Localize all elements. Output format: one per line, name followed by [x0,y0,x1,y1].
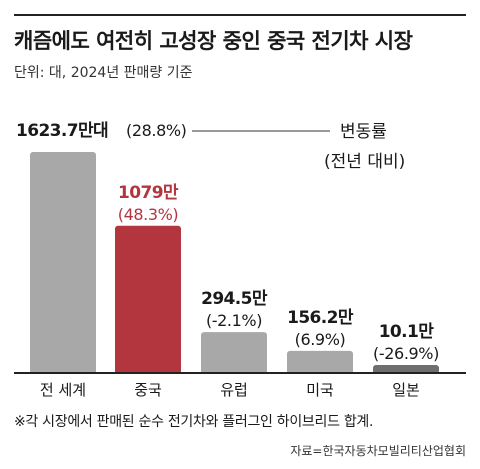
change-label-japan: (-26.9%) [373,344,439,363]
bar-china [115,225,181,374]
value-label-usa: 156.2만 [287,308,354,328]
change-label-world: (28.8%) [126,121,187,140]
top-rule [14,14,466,16]
bar-japan [373,365,439,374]
value-label-japan: 10.1만 [379,322,435,342]
category-label-europe: 유럽 [220,381,248,399]
category-label-japan: 일본 [392,381,420,399]
bar-europe [201,332,267,374]
legend-subtitle: (전년 대비) [324,152,405,172]
footnote: ※각 시장에서 판매된 순수 전기차와 플러그인 하이브리드 합계. [14,414,374,430]
change-label-europe: (-2.1%) [206,311,262,330]
source-credit: 자료=한국자동차모빌리티산업협회 [290,444,466,458]
value-label-europe: 294.5만 [201,289,268,309]
bar-world [30,152,96,374]
value-label-china: 1079만 [118,183,179,203]
value-label-world: 1623.7만대 [16,121,108,141]
change-label-china: (48.3%) [118,205,179,224]
change-label-usa: (6.9%) [295,330,346,349]
chart-title: 캐즘에도 여전히 고성장 중인 중국 전기차 시장 [14,29,413,53]
category-label-usa: 미국 [306,381,334,399]
legend-title: 변동률 [340,122,387,142]
bar-usa [287,350,353,374]
baseline [14,372,466,374]
chart-subtitle: 단위: 대, 2024년 판매량 기준 [14,65,193,81]
category-label-world: 전 세계 [40,381,86,399]
category-label-china: 중국 [134,381,162,399]
